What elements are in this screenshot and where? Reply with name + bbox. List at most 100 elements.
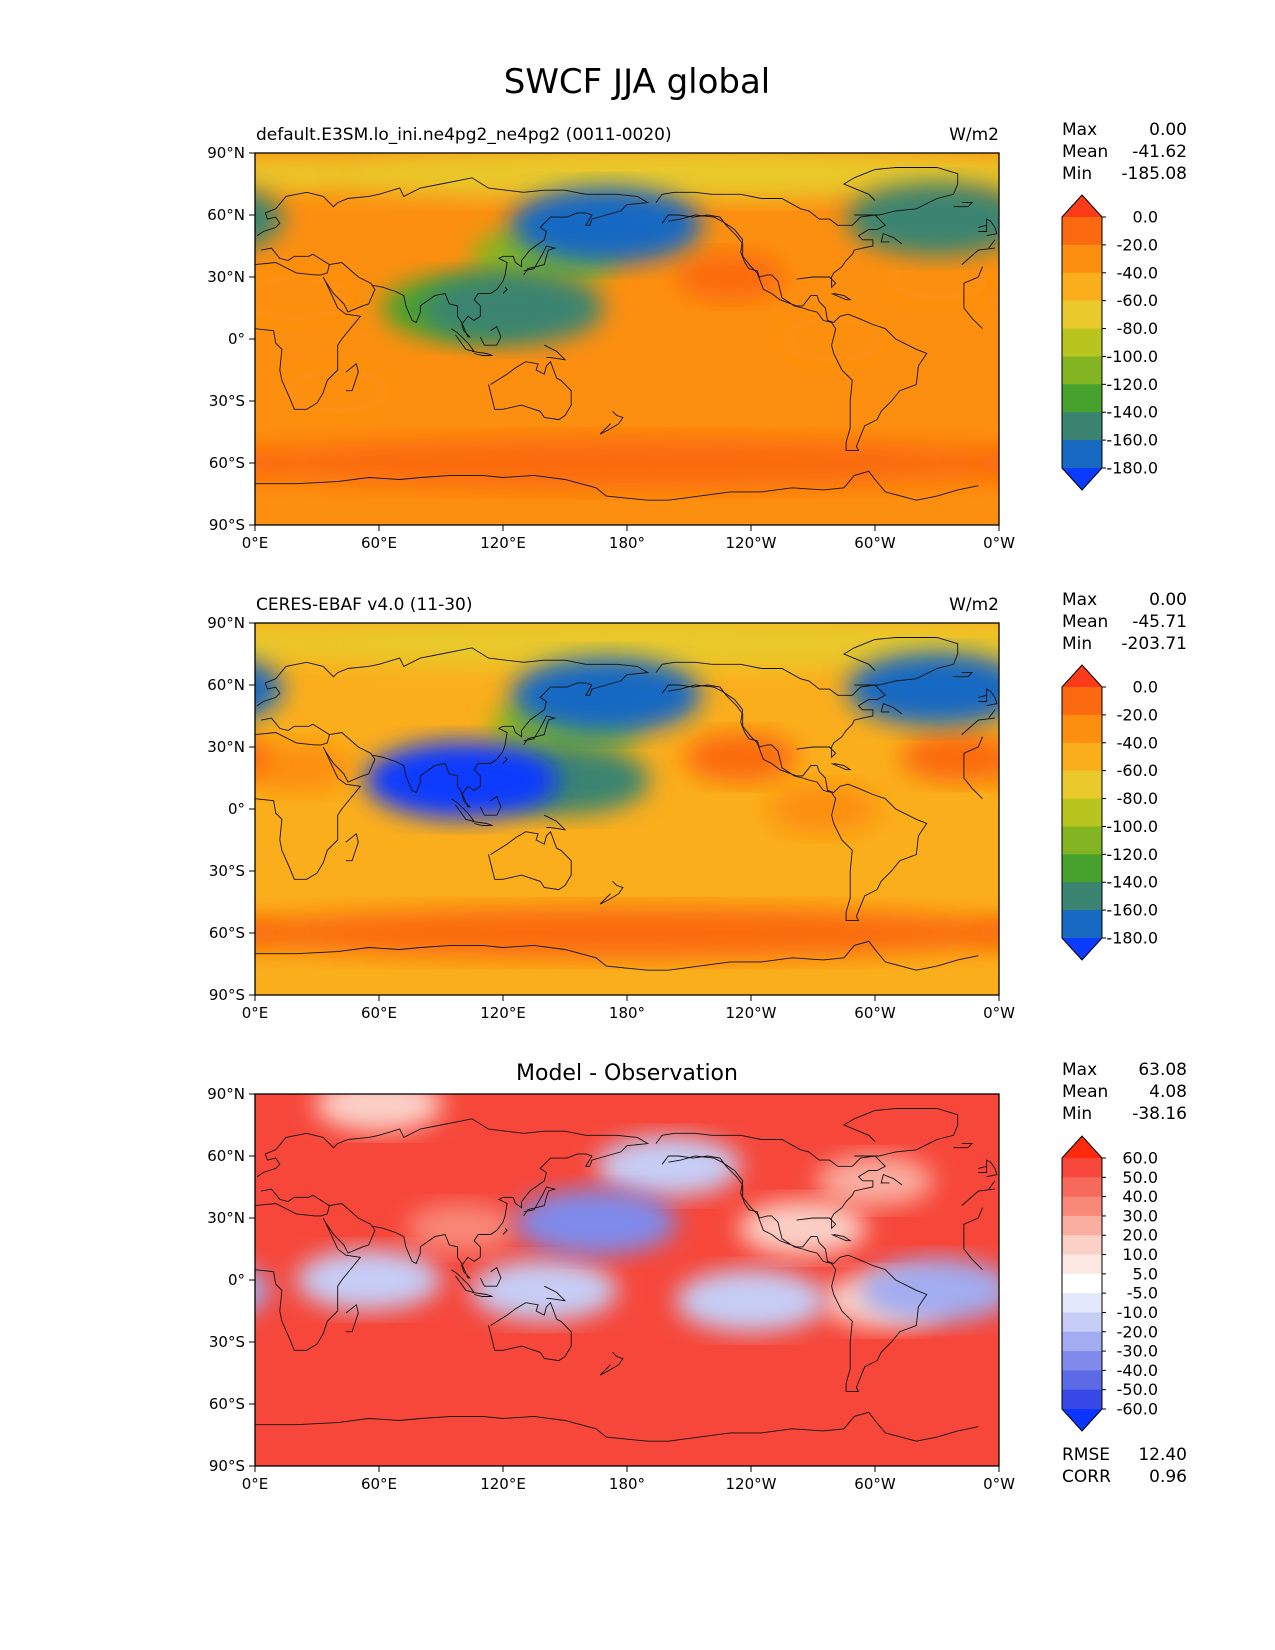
coastline	[880, 702, 903, 715]
x-tick-label: 0°W	[983, 1475, 1015, 1493]
field-feature	[285, 367, 391, 415]
y-tick-label: 30°S	[209, 392, 245, 410]
stat-min-value: -38.16	[1132, 1104, 1187, 1124]
x-tick-label: 0°E	[242, 534, 269, 552]
coastline	[255, 1188, 995, 1351]
x-tick-label: 0°E	[242, 1004, 269, 1022]
axis-ticks: 0°E 60°E 120°E 180° 120°W 60°W 0°W 90°N 60°N 30°N…	[207, 614, 1015, 1022]
coastline	[661, 684, 928, 922]
x-tick-label: 120°W	[726, 1004, 777, 1022]
stat-max-value: 63.08	[1138, 1060, 1187, 1080]
field-feature	[595, 1135, 741, 1197]
x-tick-label: 120°E	[480, 1475, 526, 1493]
colorbar-extend-min	[1062, 1409, 1102, 1431]
stat-min-label: Min	[1062, 634, 1092, 654]
colorbar-tick-label: -180.0	[1106, 929, 1158, 948]
colorbar-bin	[1062, 826, 1102, 855]
field-feature	[683, 732, 798, 783]
colorbar-tick-label: 5.0	[1133, 1264, 1158, 1283]
stat-min-label: Min	[1062, 164, 1092, 184]
field-feature	[255, 630, 313, 658]
colorbar-tick-label: -10.0	[1117, 1303, 1158, 1322]
coastline	[831, 293, 852, 301]
colorbar-extend-max	[1062, 665, 1102, 687]
coastline	[599, 1351, 624, 1376]
field-feature	[961, 452, 999, 474]
y-tick-label: 60°S	[209, 924, 245, 942]
axis-ticks: 0°E 60°E 120°E 180° 120°W 60°W 0°W 90°N 60°N 30°N…	[207, 144, 1015, 552]
field-feature	[883, 253, 991, 301]
panel-difference: 0°E 60°E 120°E 180° 120°W 60°W 0°W 90°N 60°N 30°N…	[0, 1060, 1275, 1493]
coastline	[599, 410, 624, 435]
x-tick-label: 180°	[609, 534, 645, 552]
colorbar-bin	[1062, 1331, 1102, 1352]
panel-title: CERES-EBAF v4.0 (11-30)	[256, 595, 472, 615]
coastline	[986, 1159, 998, 1178]
coastline	[953, 1143, 974, 1149]
stat-mean-label: Mean	[1062, 612, 1108, 632]
stat-max-label: Max	[1062, 120, 1097, 140]
coastline	[831, 763, 852, 771]
field-feature	[816, 1155, 934, 1207]
field-feature	[1167, 271, 1275, 344]
x-tick-label: 0°W	[983, 1004, 1015, 1022]
coastline	[255, 940, 979, 971]
field-feature	[1151, 1204, 1261, 1253]
field-feature	[255, 740, 271, 775]
colorbar-tick-label: -80.0	[1117, 789, 1158, 808]
coastline	[502, 286, 508, 294]
y-tick-label: 30°N	[207, 1209, 245, 1227]
stat-min-value: -203.71	[1121, 634, 1187, 654]
coastline	[880, 1173, 903, 1186]
colorbar-bin	[1062, 1351, 1102, 1371]
coastline	[661, 214, 928, 452]
coastline	[502, 1227, 508, 1235]
colorbar-tick-label: 50.0	[1122, 1168, 1158, 1187]
field-feature	[900, 732, 999, 783]
colorbar-tick-label: 10.0	[1122, 1245, 1158, 1264]
coastline	[488, 360, 572, 421]
colorbar-extend-min	[1062, 938, 1102, 960]
coastline	[488, 830, 572, 891]
stat-mean-label: Mean	[1062, 1082, 1108, 1102]
colorbar-tick-label: -60.0	[1117, 761, 1158, 780]
field-feature	[1215, 1260, 1275, 1322]
coastline	[479, 795, 502, 816]
coastline	[523, 245, 557, 276]
coastline	[471, 820, 493, 826]
colorbar-extend-max	[1062, 195, 1102, 217]
coastlines	[255, 637, 998, 971]
field-feature	[255, 922, 293, 944]
field-feature	[767, 784, 880, 834]
colorbar-tick-label: -180.0	[1106, 459, 1158, 478]
coastline	[953, 672, 974, 678]
coastline	[256, 1118, 996, 1279]
stat-mean-value: 4.08	[1149, 1082, 1187, 1102]
stats-block: Max 63.08 Mean 4.08 Min -38.16	[1062, 1060, 1187, 1124]
y-tick-label: 90°S	[209, 986, 245, 1004]
colorbar-tick-label: 0.0	[1133, 208, 1158, 227]
field-feature	[73, 1155, 190, 1206]
coastline	[255, 1411, 979, 1442]
colorbar-bin	[1062, 1389, 1102, 1410]
coastline	[256, 647, 996, 808]
field-feature	[986, 282, 999, 313]
metrics-block: RMSE 12.40 CORR 0.96	[1062, 1445, 1187, 1487]
coastline	[324, 732, 376, 783]
x-tick-label: 120°W	[726, 534, 777, 552]
coastline	[479, 1266, 502, 1287]
field-feature	[0, 1269, 82, 1332]
x-tick-label: 120°W	[726, 1475, 777, 1493]
stat-mean-label: Mean	[1062, 142, 1108, 162]
x-tick-label: 60°W	[854, 1004, 896, 1022]
colorbar-tick-label: -80.0	[1117, 319, 1158, 338]
field-feature	[255, 662, 283, 716]
coastline	[451, 1269, 476, 1294]
field-feature	[1235, 695, 1275, 757]
colorbar-tick-label: -5.0	[1127, 1284, 1158, 1303]
coastline	[544, 344, 567, 361]
field-feature	[0, 1201, 123, 1256]
field-feature	[511, 657, 702, 734]
field-feature	[860, 1258, 999, 1323]
coastline	[843, 1108, 959, 1157]
